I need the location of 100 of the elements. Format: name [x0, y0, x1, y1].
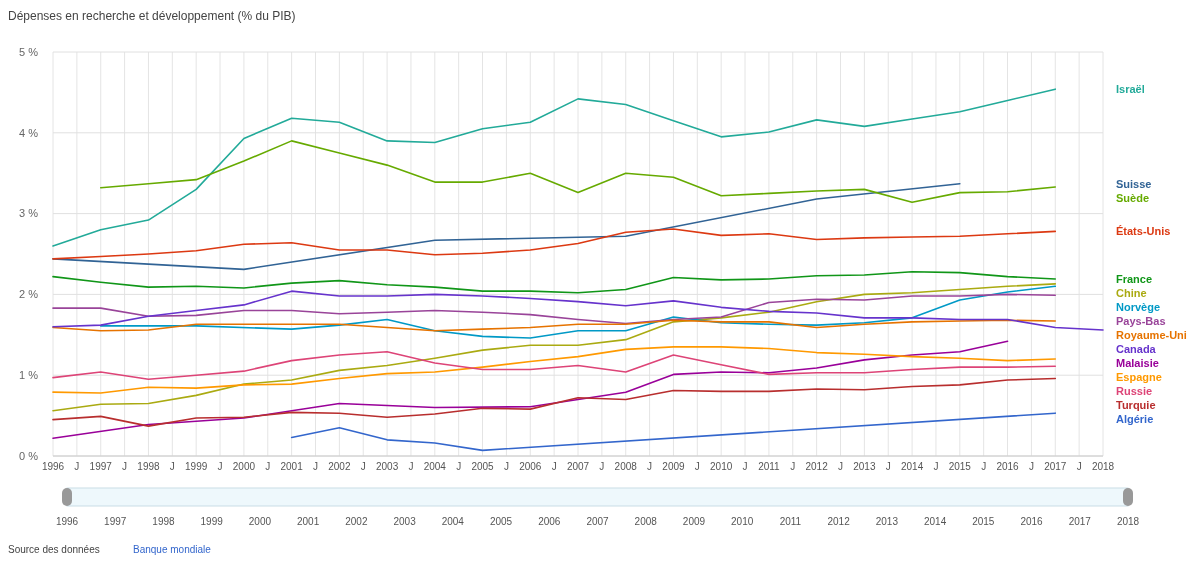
x2-tick-label: 2008 — [634, 516, 658, 527]
x-tick-label: 2005 — [471, 461, 495, 472]
text: Suisse — [1116, 177, 1152, 190]
series-label: Canada — [1116, 342, 1157, 355]
x-tick-label: 2006 — [519, 461, 542, 472]
x-tick-label: 1997 — [89, 461, 113, 472]
line-series — [52, 346, 1057, 394]
x2-tick-label: 1999 — [200, 516, 224, 527]
x-tick-label: J — [599, 461, 605, 472]
x-tick-label: J — [408, 461, 414, 472]
x-tick-label: 2002 — [328, 461, 351, 472]
chart-title: Dépenses en recherche et développement (% du PIB) — [8, 9, 296, 23]
x2-tick-label: 2006 — [538, 516, 561, 527]
source-note: Source des données — [8, 544, 100, 555]
text: Norvège — [1116, 300, 1161, 313]
x2-tick-label: 1996 — [55, 516, 79, 527]
line-series — [99, 285, 1057, 339]
x-tick-label: 2015 — [948, 461, 972, 472]
x-tick-label: J — [456, 461, 462, 472]
text: Russie — [1116, 384, 1153, 397]
line-series — [99, 140, 1057, 204]
x2-tick-label: 2012 — [827, 516, 851, 527]
text: Malaisie — [1116, 356, 1159, 369]
line-series — [52, 290, 1104, 331]
x2-tick-label: 2002 — [345, 516, 368, 527]
text: Chine — [1116, 286, 1147, 299]
line-series — [52, 377, 1057, 427]
x2-tick-label: 2016 — [1020, 516, 1044, 527]
text: Royaume-Uni — [1116, 328, 1187, 341]
line-series — [52, 228, 1057, 260]
text: Suède — [1116, 191, 1150, 204]
x-tick-label: 2007 — [566, 461, 590, 472]
x-tick-label: 2017 — [1044, 461, 1067, 472]
y-tick-label: 1 % — [19, 369, 39, 382]
x-tick-label: J — [790, 461, 796, 472]
x2-tick-label: 2001 — [297, 516, 320, 527]
x-tick-label: 2014 — [900, 461, 924, 472]
x-tick-label: J — [933, 461, 939, 472]
x-tick-label: 2003 — [375, 461, 399, 472]
line-series — [52, 88, 1057, 247]
x2-tick-label: 2018 — [1116, 516, 1140, 527]
x2-tick-label: 2007 — [586, 516, 610, 527]
x2-tick-label: 2009 — [682, 516, 706, 527]
text: États-Unis — [1116, 225, 1171, 238]
line-series — [52, 270, 1057, 294]
x2-tick-label: 2013 — [875, 516, 899, 527]
x-tick-label: J — [1076, 461, 1082, 472]
x-tick-label: J — [360, 461, 366, 472]
x-tick-label: J — [217, 461, 223, 472]
x-tick-label: 2011 — [758, 461, 781, 472]
line-series — [290, 412, 1057, 452]
x2-tick-label: 1997 — [104, 516, 127, 527]
x-tick-label: 1999 — [185, 461, 208, 472]
line-series — [52, 283, 1057, 412]
y-tick-label: 4 % — [19, 126, 39, 139]
x-tick-label: 2013 — [853, 461, 876, 472]
x-tick-label: J — [981, 461, 987, 472]
x-tick-label: J — [838, 461, 843, 472]
x-tick-label: J — [742, 461, 748, 472]
x-tick-label: 1996 — [41, 461, 65, 472]
x-tick-label: J — [169, 461, 175, 472]
x-tick-label: 2012 — [805, 461, 829, 472]
text: Turquie — [1116, 398, 1156, 411]
y-tick-label: 2 % — [19, 288, 39, 301]
x-tick-label: 2000 — [232, 461, 256, 472]
x-tick-label: J — [647, 461, 653, 472]
x2-tick-label: 2014 — [923, 516, 947, 527]
x-tick-label: J — [265, 461, 271, 472]
x-tick-label: 2004 — [423, 461, 447, 472]
text: Pays-Bas — [1116, 314, 1166, 327]
text: Banque mondiale — [133, 544, 212, 555]
x-tick-label: J — [1028, 461, 1034, 472]
x-tick-label: 2016 — [996, 461, 1020, 472]
x2-tick-label: 2010 — [731, 516, 754, 527]
x-tick-label: J — [313, 461, 318, 472]
x2-tick-label: 2011 — [779, 516, 802, 527]
x-tick-label: J — [74, 461, 80, 472]
x-tick-label: 2001 — [280, 461, 304, 472]
x-tick-label: 2018 — [1091, 461, 1115, 472]
x2-tick-label: 2004 — [441, 516, 465, 527]
x2-tick-label: 2017 — [1068, 516, 1092, 527]
y-tick-label: 5 % — [19, 45, 39, 58]
line-series — [52, 293, 1057, 325]
x2-tick-label: 2003 — [393, 516, 417, 527]
x2-tick-label: 1998 — [152, 516, 176, 527]
x-tick-label: J — [503, 461, 509, 472]
x2-tick-label: 2000 — [248, 516, 272, 527]
text: France — [1116, 272, 1153, 285]
line-series — [52, 319, 1057, 332]
x-tick-label: J — [122, 461, 128, 472]
x-tick-label: 2009 — [662, 461, 686, 472]
text: Israël — [1116, 83, 1145, 96]
line-series — [52, 350, 1057, 381]
y-tick-label: 0 % — [19, 449, 39, 462]
y-tick-label: 3 % — [19, 207, 39, 220]
x-tick-label: 2008 — [614, 461, 638, 472]
x2-tick-label: 2015 — [972, 516, 995, 527]
line-series — [52, 340, 1009, 440]
x2-tick-label: 2005 — [489, 516, 513, 527]
x-tick-label: 1998 — [137, 461, 161, 472]
